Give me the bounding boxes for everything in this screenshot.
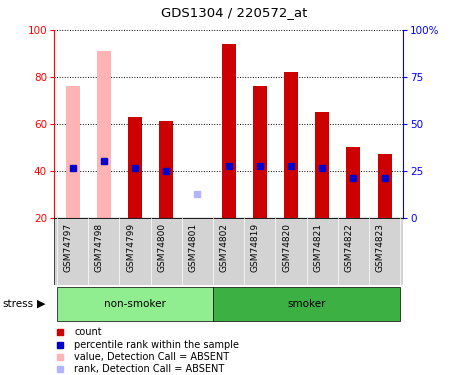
Text: GSM74798: GSM74798 (95, 223, 104, 272)
Text: GSM74802: GSM74802 (219, 223, 228, 272)
Text: smoker: smoker (287, 299, 326, 309)
FancyBboxPatch shape (57, 287, 213, 321)
FancyBboxPatch shape (54, 217, 403, 285)
Text: GSM74820: GSM74820 (282, 223, 291, 272)
Text: GSM74800: GSM74800 (157, 223, 166, 272)
Text: GSM74801: GSM74801 (189, 223, 197, 272)
Text: rank, Detection Call = ABSENT: rank, Detection Call = ABSENT (75, 364, 225, 374)
Bar (378, 154, 392, 218)
Bar (315, 112, 329, 218)
Text: ▶: ▶ (37, 299, 45, 309)
FancyBboxPatch shape (213, 287, 400, 321)
Text: GSM74819: GSM74819 (251, 223, 260, 272)
Bar (253, 86, 267, 218)
Bar (128, 117, 142, 218)
Bar (347, 147, 361, 218)
Text: GSM74823: GSM74823 (376, 223, 385, 272)
Text: GSM74822: GSM74822 (344, 223, 354, 272)
Text: GSM74821: GSM74821 (313, 223, 322, 272)
Text: GSM74799: GSM74799 (126, 223, 135, 272)
Text: GDS1304 / 220572_at: GDS1304 / 220572_at (161, 6, 308, 19)
Text: GSM74797: GSM74797 (64, 223, 73, 272)
Text: count: count (75, 327, 102, 338)
Text: value, Detection Call = ABSENT: value, Detection Call = ABSENT (75, 352, 229, 362)
Bar (222, 44, 235, 218)
Bar (159, 122, 173, 218)
Text: stress: stress (2, 299, 33, 309)
Bar (66, 86, 80, 218)
Bar (284, 72, 298, 217)
Text: percentile rank within the sample: percentile rank within the sample (75, 339, 240, 350)
Bar (97, 51, 111, 217)
Text: non-smoker: non-smoker (104, 299, 166, 309)
